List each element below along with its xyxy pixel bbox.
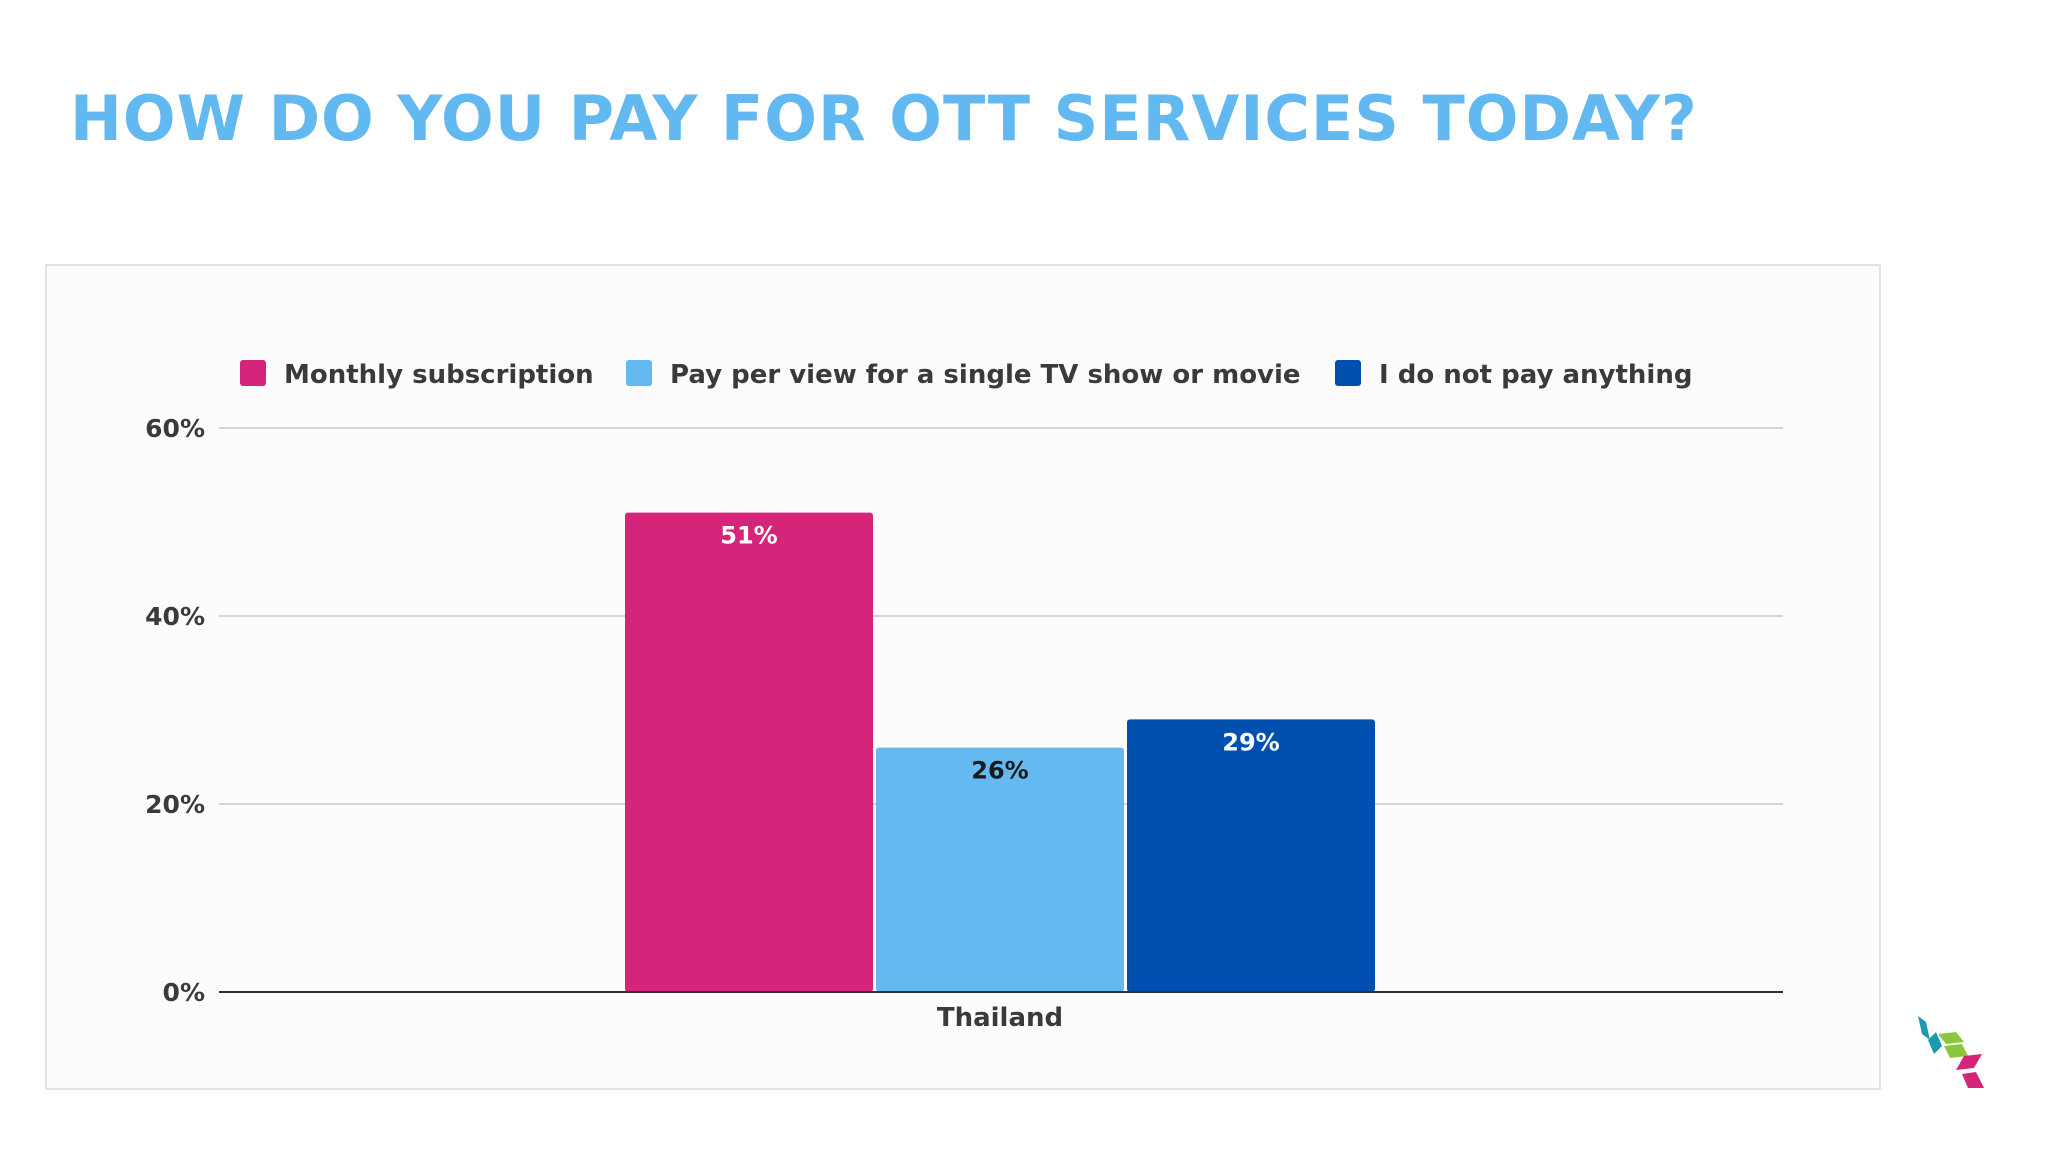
y-tick-label: 20%: [145, 790, 205, 819]
data-label: 51%: [720, 522, 777, 550]
x-tick-label: Thailand: [937, 1003, 1063, 1033]
y-tick-label: 0%: [163, 978, 205, 1007]
brand-logo-icon: [1918, 1016, 1984, 1088]
legend-swatch: [240, 360, 266, 386]
bar: [1127, 719, 1375, 992]
bar-chart: 0% 20% 40% 60% 51% 26% 29% Thailand Monthly subs…: [145, 360, 1783, 1033]
legend-swatch: [626, 360, 652, 386]
y-tick-label: 40%: [145, 602, 205, 631]
legend-label: Monthly subscription: [284, 360, 594, 390]
legend-label: I do not pay anything: [1379, 360, 1692, 390]
legend-label: Pay per view for a single TV show or mov…: [670, 360, 1301, 390]
data-label: 29%: [1222, 728, 1279, 756]
slide-title: HOW DO YOU PAY FOR OTT SERVICES TODAY?: [70, 82, 1698, 155]
legend-swatch: [1335, 360, 1361, 386]
bar: [876, 747, 1124, 992]
y-tick-label: 60%: [145, 414, 205, 443]
bar: [625, 512, 873, 992]
data-label: 26%: [971, 757, 1028, 785]
